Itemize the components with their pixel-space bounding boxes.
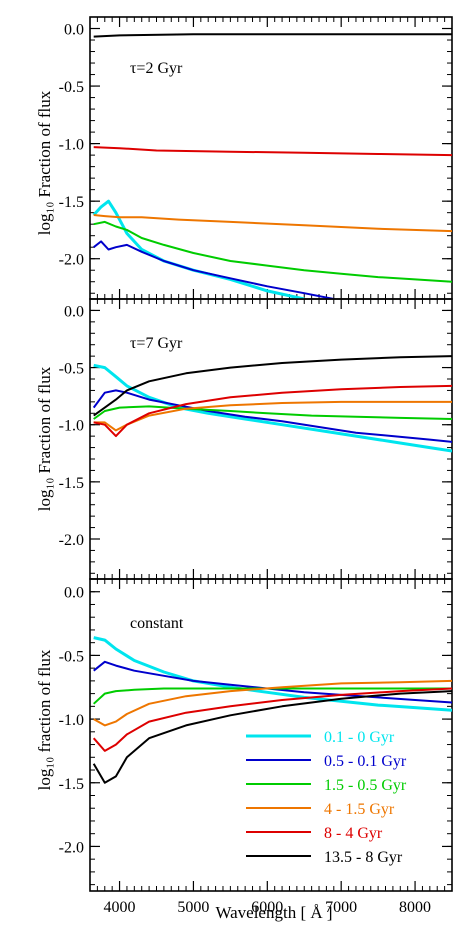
legend-label: 13.5 - 8 Gyr [324,849,403,866]
x-tick-label: 8000 [399,899,431,916]
x-tick-label: 5000 [177,899,209,916]
y-tick-label: -2.0 [59,252,84,269]
legend-label: 0.1 - 0 Gyr [324,729,395,746]
panel-2: τ=7 Gyr log₁₀ Fraction of flux [35,335,183,511]
panel-1-series [92,33,452,299]
legend-label: 8 - 4 Gyr [324,825,383,842]
series-line-5 [93,146,452,157]
series-line-3 [93,687,452,705]
panel-3-frame [89,578,453,892]
series-line-4 [93,679,452,727]
panel-2-label: τ=7 Gyr [130,335,183,352]
y-tick-label: -0.5 [59,648,84,665]
panel-1-ylabel: log₁₀ Fraction of flux [35,90,54,235]
y-tick-label: -1.0 [59,418,84,435]
series-line-4 [93,400,452,432]
panel-3-label: constant [130,615,184,632]
y-tick-label: -1.5 [59,475,84,492]
series-line-2 [93,660,452,704]
panel-3-ylabel: log₁₀ fraction of flux [35,649,54,790]
y-tick-label: -1.5 [59,776,84,793]
y-tick-label: -0.5 [59,361,84,378]
x-tick-label: 4000 [104,899,136,916]
y-tick-label: 0.0 [64,585,84,602]
series-line-6 [93,33,452,38]
series-line-1 [92,199,305,299]
y-tick-label: -1.5 [59,194,84,211]
legend-label: 0.5 - 0.1 Gyr [324,753,407,770]
series-line-1 [93,636,452,712]
y-tick-label: -0.5 [59,79,84,96]
panel-3-series [92,636,452,784]
panel-1-label: τ=2 Gyr [130,60,183,77]
x-tick-label: 6000 [251,899,283,916]
y-tick-label: 0.0 [64,303,84,320]
legend-label: 4 - 1.5 Gyr [324,801,395,818]
panel-2-ylabel: log₁₀ Fraction of flux [35,366,54,511]
y-tick-label: -1.0 [59,137,84,154]
series-line-6 [92,690,452,784]
series-line-6 [93,355,452,417]
panel-2-series [92,355,452,453]
legend: 0.1 - 0 Gyr 0.5 - 0.1 Gyr 1.5 - 0.5 Gyr 4 -… [246,729,407,866]
x-tick-label: 7000 [325,899,357,916]
panel-1: τ=2 Gyr log₁₀ Fraction of flux [35,60,183,235]
y-tick-label: -2.0 [59,839,84,856]
series-line-3 [93,220,452,283]
series-line-5 [93,384,452,438]
series-line-2 [93,240,334,299]
series-line-4 [93,214,452,233]
series-line-1 [93,363,452,453]
legend-label: 1.5 - 0.5 Gyr [324,777,407,794]
y-tick-label: -1.0 [59,712,84,729]
series-line-5 [92,687,452,752]
y-tick-label: -2.0 [59,532,84,549]
panel-3: constant log₁₀ fraction of flux Waveleng… [35,615,333,922]
series-line-2 [92,389,452,443]
y-tick-label: 0.0 [64,22,84,39]
series-line-3 [93,405,452,420]
x-axis-title: Wavelength [ Å ] [215,903,332,922]
